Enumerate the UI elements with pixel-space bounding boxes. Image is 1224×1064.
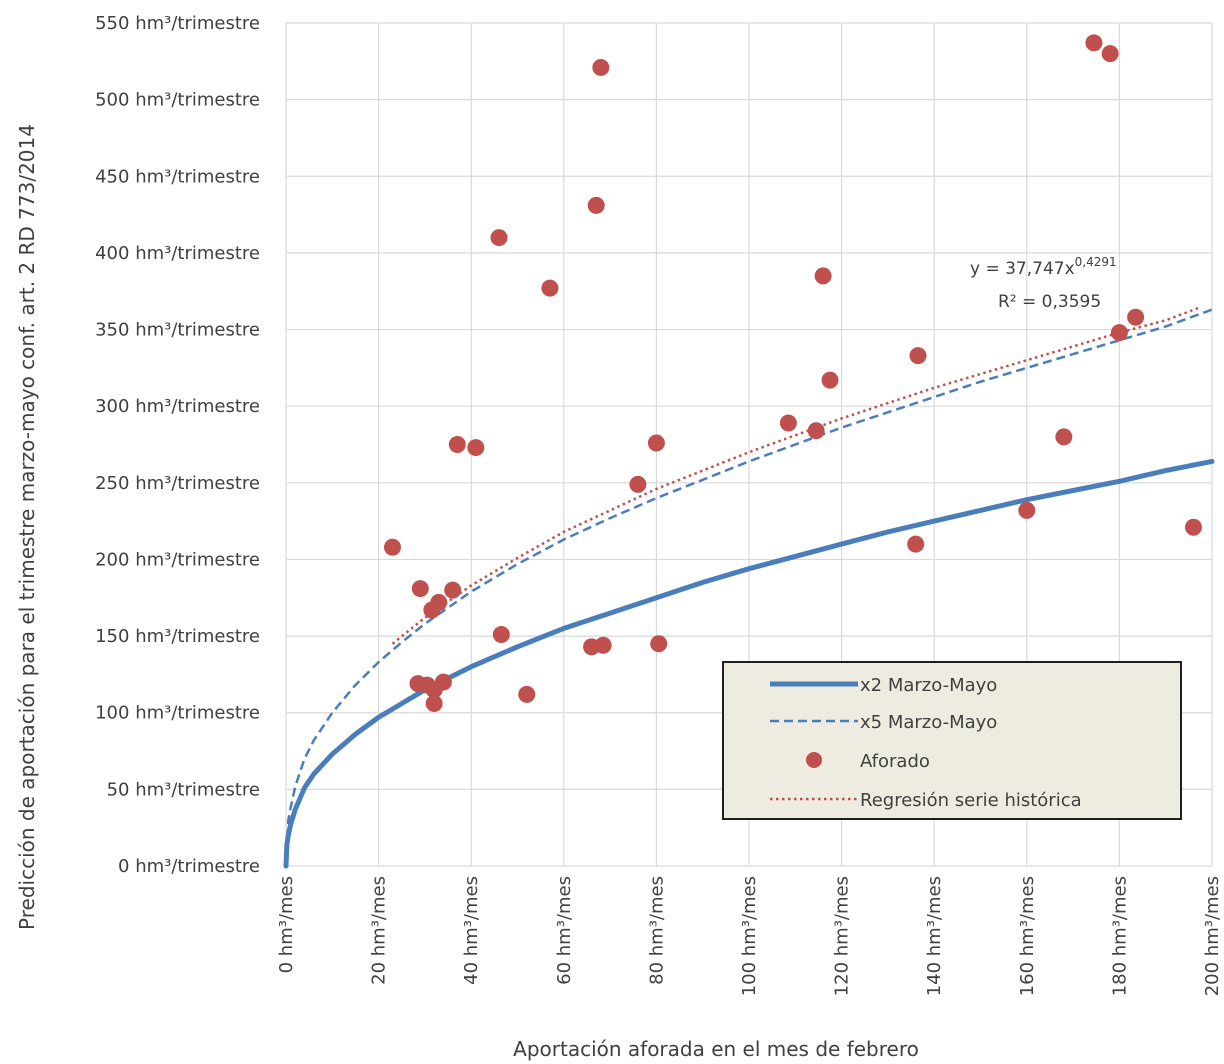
x-tick-label: 180 hm³/mes: [1109, 876, 1130, 996]
aforado-point: [411, 580, 429, 598]
legend: x2 Marzo-Mayo x5 Marzo-Mayo Aforado Regr…: [722, 661, 1182, 820]
aforado-point: [650, 635, 668, 653]
legend-label-regresion: Regresión serie histórica: [860, 790, 1082, 811]
y-tick-label: 250 hm³/trimestre: [95, 473, 260, 494]
aforado-point: [807, 422, 825, 440]
series-line-x5-marzo-mayo: [284, 308, 1213, 867]
aforado-point: [425, 695, 443, 713]
x-tick-label: 20 hm³/mes: [369, 876, 390, 985]
legend-label-aforado: Aforado: [860, 751, 930, 772]
aforado-point: [492, 626, 510, 644]
y-axis-title: Predicción de aportación para el trimest…: [15, 124, 39, 930]
legend-box: [722, 661, 1182, 820]
aforado-point: [814, 267, 832, 285]
series-line-x2-marzo-mayo: [283, 458, 1215, 869]
y-tick-label: 550 hm³/trimestre: [95, 13, 260, 34]
aforado-point: [587, 196, 605, 214]
x-tick-label: 80 hm³/mes: [646, 876, 667, 985]
aforado-point: [541, 279, 559, 297]
aforado-point: [490, 229, 508, 247]
aforado-point: [647, 434, 665, 452]
y-tick-label: 0 hm³/trimestre: [118, 856, 260, 877]
aforado-point: [434, 673, 452, 691]
aforado-point: [779, 414, 797, 432]
y-tick-label: 450 hm³/trimestre: [95, 166, 260, 187]
aforado-point: [383, 538, 401, 556]
y-tick-label: 350 hm³/trimestre: [95, 320, 260, 341]
aforado-point: [430, 593, 448, 611]
aforado-point: [907, 535, 925, 553]
series-layer: [283, 34, 1215, 869]
aforado-point: [909, 347, 927, 365]
legend-label-x2: x2 Marzo-Mayo: [860, 675, 997, 696]
aforado-point: [467, 439, 485, 457]
x-tick-label: 0 hm³/mes: [276, 876, 297, 973]
x-tick-label: 120 hm³/mes: [832, 876, 853, 996]
aforado-point: [821, 371, 839, 389]
aforado-point: [1184, 518, 1202, 536]
aforado-point: [1085, 34, 1103, 52]
x-tick-label: 160 hm³/mes: [1017, 876, 1038, 996]
x-tick-labels: 0 hm³/mes 20 hm³/mes 40 hm³/mes 60 hm³/mes 8…: [276, 876, 1223, 996]
aforado-point: [1055, 428, 1073, 446]
regression-equation: y = 37,747x0,4291: [970, 255, 1117, 279]
aforado-point: [1110, 324, 1128, 342]
x-tick-label: 200 hm³/mes: [1202, 876, 1223, 996]
x-axis-title: Aportación aforada en el mes de febrero: [513, 1037, 919, 1061]
legend-swatch-aforado: [806, 752, 822, 768]
y-tick-label: 500 hm³/trimestre: [95, 90, 260, 111]
equation-exponent: 0,4291: [1075, 255, 1117, 269]
x-tick-label: 60 hm³/mes: [554, 876, 575, 985]
x-tick-label: 40 hm³/mes: [461, 876, 482, 985]
aforado-point: [448, 436, 466, 453]
y-tick-label: 50 hm³/trimestre: [107, 779, 260, 800]
aforado-point: [592, 58, 610, 76]
y-tick-label: 400 hm³/trimestre: [95, 243, 260, 264]
aforado-point: [1101, 45, 1119, 63]
legend-label-x5: x5 Marzo-Mayo: [860, 712, 997, 733]
x-tick-label: 100 hm³/mes: [739, 876, 760, 996]
y-tick-label: 200 hm³/trimestre: [95, 549, 260, 570]
aforado-point: [629, 475, 647, 493]
aforado-point: [518, 685, 536, 703]
aforado-point: [444, 581, 462, 599]
equation-text: y = 37,747x: [970, 259, 1075, 279]
y-tick-label: 300 hm³/trimestre: [95, 396, 260, 417]
aforado-point: [594, 636, 612, 654]
aforado-point: [1018, 501, 1036, 519]
aforado-point: [1127, 308, 1145, 326]
series-line-regresi-n-serie-hist-rica: [391, 306, 1199, 645]
y-tick-labels: 0 hm³/trimestre 50 hm³/trimestre 100 hm³/t…: [95, 13, 260, 877]
y-tick-label: 100 hm³/trimestre: [95, 703, 260, 724]
x-tick-label: 140 hm³/mes: [924, 876, 945, 996]
y-tick-label: 150 hm³/trimestre: [95, 626, 260, 647]
r-squared-label: R² = 0,3595: [998, 292, 1101, 312]
